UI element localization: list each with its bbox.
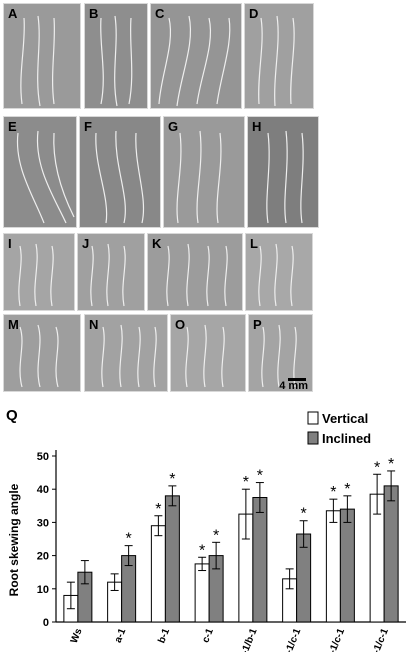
panel-m: M (3, 314, 81, 392)
seedling-photo (4, 117, 76, 227)
legend-label: Inclined (322, 431, 371, 446)
bar-vertical (325, 510, 341, 623)
significance-marker: * (126, 531, 132, 548)
panel-label: I (8, 236, 12, 251)
panel-l: L (245, 233, 313, 311)
significance-marker: * (243, 474, 249, 491)
panel-o: O (170, 314, 246, 392)
panel-h: H (247, 116, 319, 228)
scale-bar (288, 378, 306, 381)
panel-i: I (3, 233, 75, 311)
legend-swatch (307, 431, 319, 445)
x-tick-label: c-1 (200, 627, 216, 645)
panel-n: N (84, 314, 168, 392)
significance-marker: * (213, 527, 219, 544)
seedling-photo (4, 4, 80, 108)
y-tick-label: 50 (37, 451, 49, 463)
seedling-photo (4, 234, 74, 310)
panel-f: F (79, 116, 161, 228)
plot-area: 0 10 20 30 40 50 Ws * a-1 * * b-1 * * c-1 * * a-1/b-1 * a-1… (37, 450, 406, 652)
bar-inclined (164, 495, 180, 623)
panel-label: A (8, 6, 18, 21)
significance-marker: * (155, 501, 161, 518)
x-tick-label: a-1/b-1/c-1 (362, 627, 391, 652)
x-tick-label: a-1/b-1 (237, 627, 259, 652)
panel-label: L (250, 236, 258, 251)
bar-inclined (252, 497, 268, 623)
panel-k: K (147, 233, 243, 311)
panel-b: B (84, 3, 148, 109)
panel-label: H (252, 119, 262, 134)
seedling-photo (151, 4, 241, 108)
seedling-photo (248, 117, 318, 227)
scale-bar-label: 4 mm (279, 380, 308, 392)
bar-vertical (194, 563, 210, 623)
panel-label: G (168, 119, 179, 134)
seedling-photo (85, 315, 167, 391)
panel-label: P (253, 317, 262, 332)
seedling-photo (246, 234, 312, 310)
seedling-photo (171, 315, 245, 391)
x-tick-label: Ws (69, 627, 85, 645)
panel-label: J (82, 236, 90, 251)
panel-d: D (244, 3, 314, 109)
panel-label: B (89, 6, 99, 21)
panel-label: M (8, 317, 19, 332)
y-tick-label: 40 (37, 484, 49, 496)
bar-vertical (150, 525, 166, 623)
significance-marker: * (169, 471, 175, 488)
legend-swatch (307, 411, 319, 425)
x-tick-label: a-1 (113, 627, 129, 645)
x-tick-label: a-1/c-1 (281, 627, 303, 652)
y-tick-label: 30 (37, 517, 49, 529)
panel-label: D (249, 6, 259, 21)
panel-a: A (3, 3, 81, 109)
y-tick-label: 20 (37, 551, 49, 563)
seedling-photo (78, 234, 144, 310)
chart-legend: Vertical Inclined (307, 411, 371, 446)
panel-j: J (77, 233, 145, 311)
significance-marker: * (257, 468, 263, 485)
panel-label: K (152, 236, 162, 251)
significance-marker: * (330, 484, 336, 501)
panel-label: F (84, 119, 92, 134)
root-skewing-chart: Q Vertical Inclined 0 10 20 30 40 50 Ws * a-1 * * b-… (6, 407, 406, 652)
significance-marker: * (199, 542, 205, 559)
y-tick-label: 0 (43, 617, 49, 629)
chart-panel-label: Q (6, 407, 18, 424)
seedling-photo (4, 315, 80, 391)
bar-inclined (383, 485, 399, 623)
panel-label: O (175, 317, 186, 332)
seedling-photo (85, 4, 147, 108)
seedling-photo (245, 4, 313, 108)
x-tick-label: b-1/c-1 (325, 627, 347, 652)
seedling-photo (148, 234, 242, 310)
bar-inclined (339, 508, 355, 623)
panel-p: P 4 mm (248, 314, 313, 392)
significance-marker: * (301, 506, 307, 523)
panel-label: C (155, 6, 165, 21)
legend-label: Vertical (322, 411, 368, 426)
y-axis-label: Root skewing angle (7, 483, 21, 596)
significance-marker: * (388, 456, 394, 473)
panel-c: C (150, 3, 242, 109)
y-tick-label: 10 (37, 584, 49, 596)
seedling-photo (80, 117, 160, 227)
panel-label: N (89, 317, 99, 332)
seedling-photo (164, 117, 244, 227)
panel-label: E (8, 119, 17, 134)
significance-marker: * (374, 459, 380, 476)
significance-marker: * (344, 481, 350, 498)
panel-g: G (163, 116, 245, 228)
panel-e: E (3, 116, 77, 228)
x-tick-label: b-1 (156, 627, 172, 645)
